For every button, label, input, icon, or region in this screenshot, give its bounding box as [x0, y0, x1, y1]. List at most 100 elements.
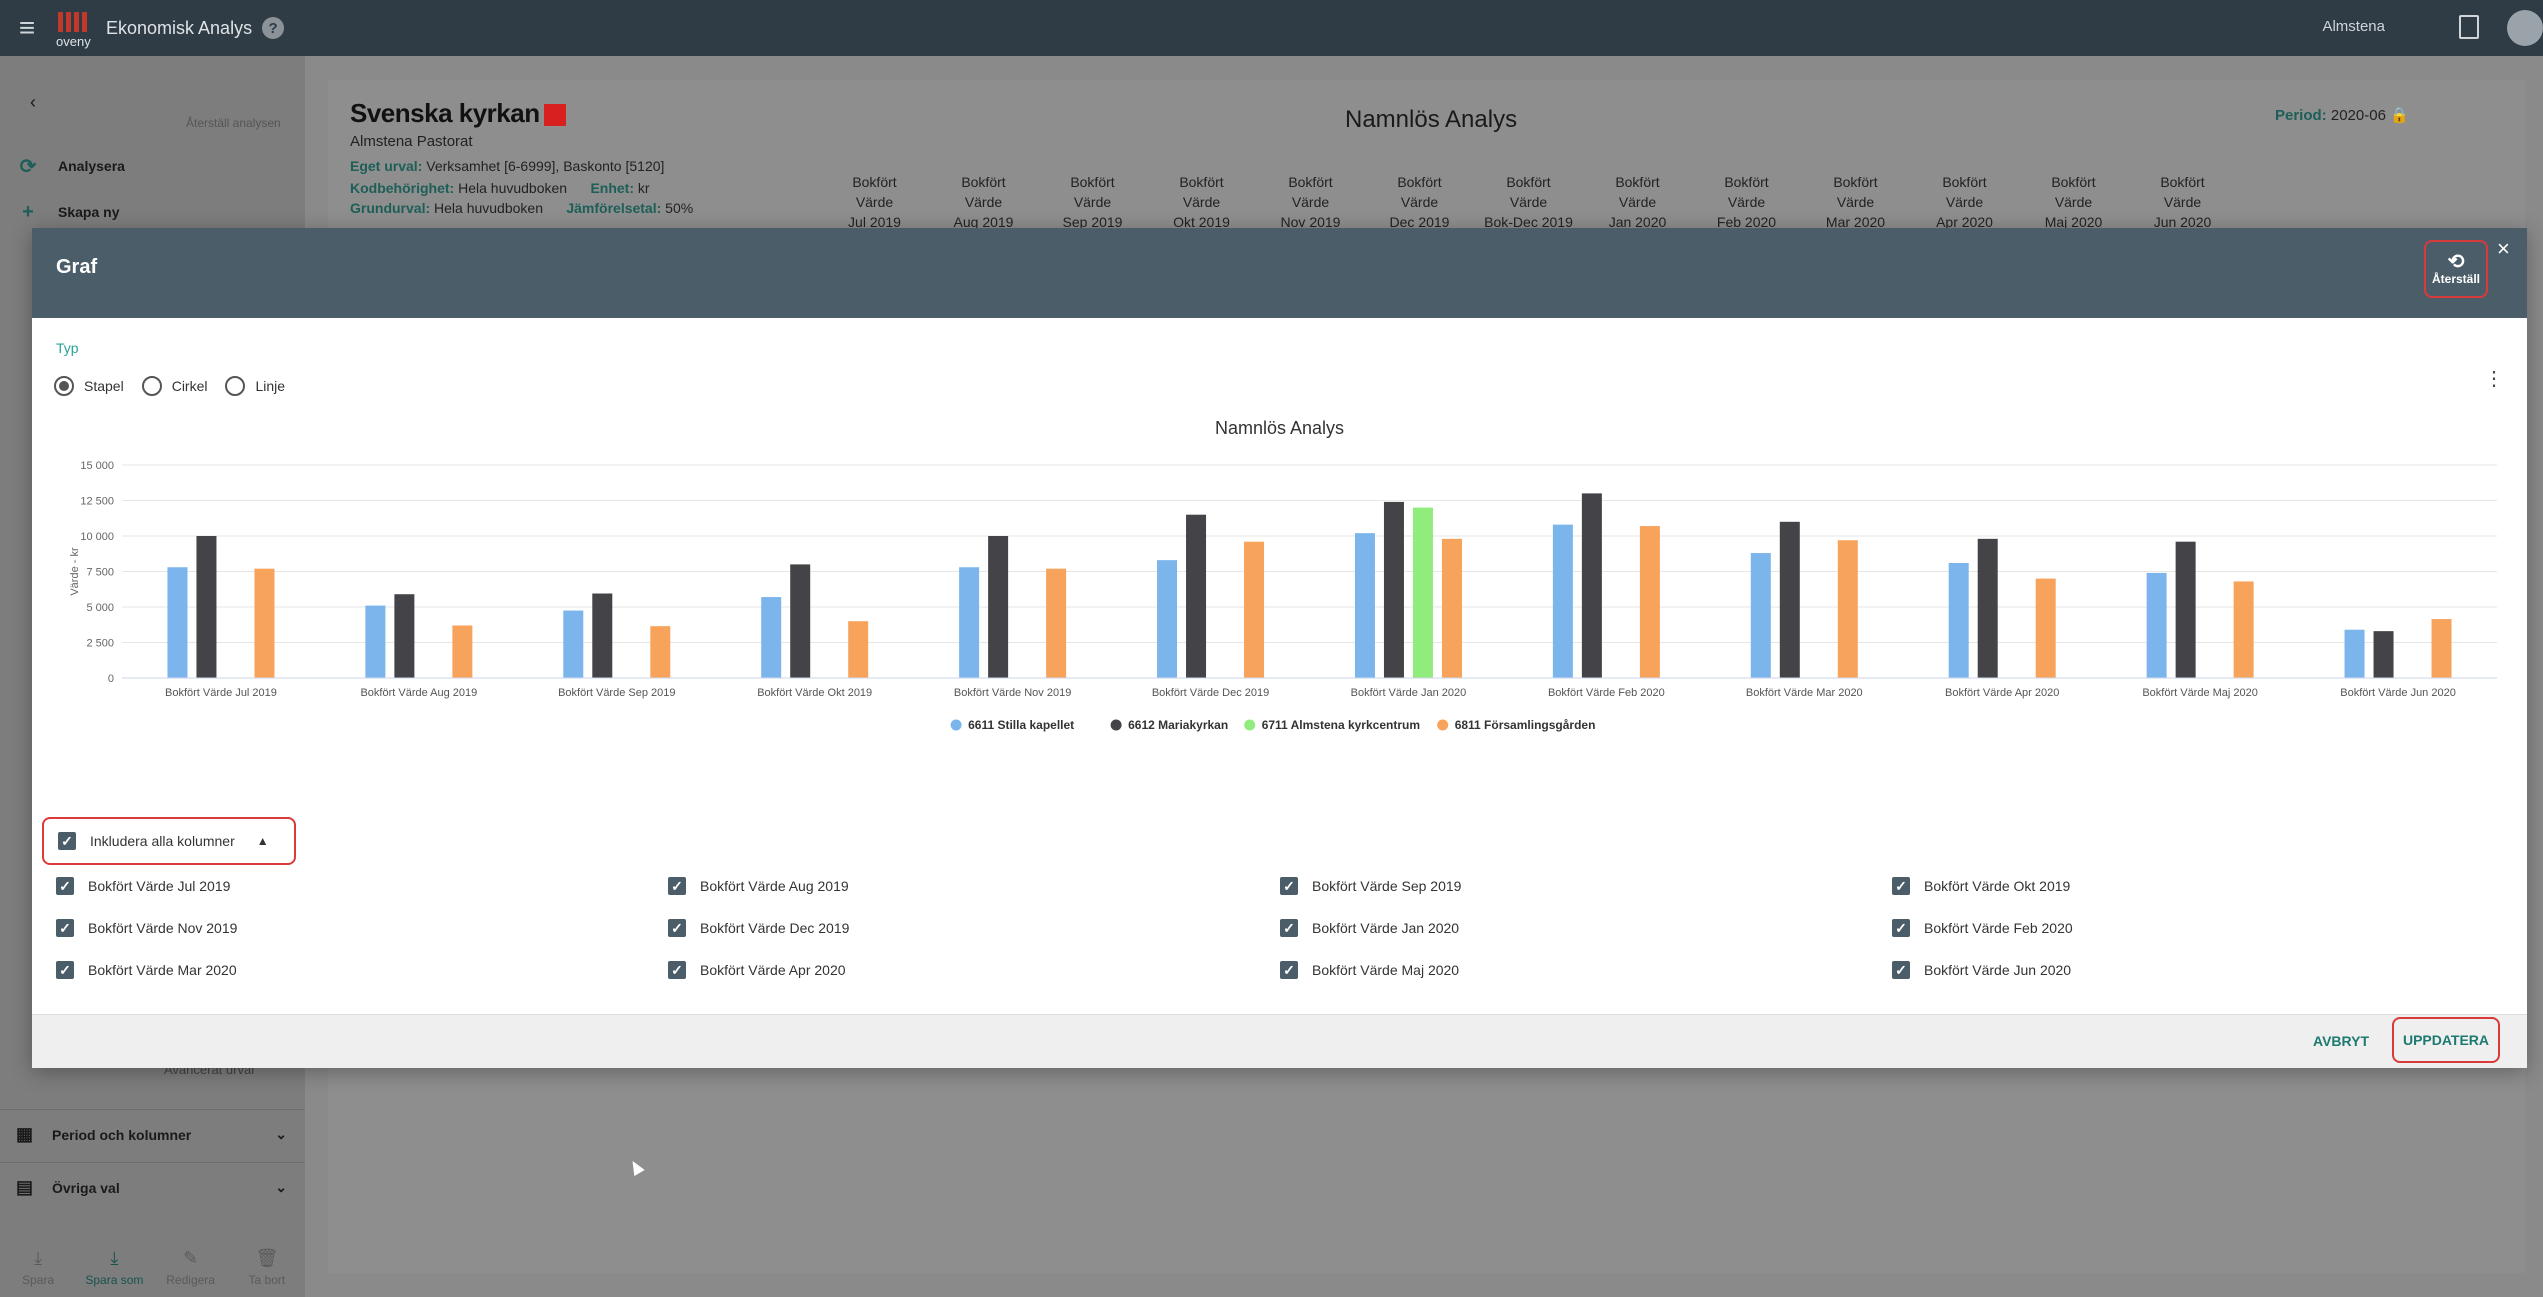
sidebar-item-analysera[interactable]: ⟳ Analysera: [0, 144, 305, 188]
bar: [1412, 507, 1433, 678]
bar-chart: 0 2 500 5 000 7 500 10 000 12 500 15 000 Värde …: [69, 460, 2497, 732]
report-column-header: Bokfört Värde Apr 2020: [1936, 174, 1993, 230]
x-tick-label: Bokfört Värde Jul 2019: [165, 687, 277, 699]
checkbox-checked[interactable]: ✓: [1892, 877, 1910, 895]
column-checkbox-item[interactable]: ✓ Bokfört Värde Feb 2020: [1892, 919, 2504, 937]
report-column-header: Bokfört Värde Jul 2019: [848, 174, 901, 230]
edit-button[interactable]: ✎ Redigera: [166, 1248, 215, 1287]
bar: [959, 567, 980, 678]
grundurval-line: Grundurval: Hela huvudboken Jämförelseta…: [350, 200, 694, 216]
checkbox-checked[interactable]: ✓: [1280, 877, 1298, 895]
checkbox-checked[interactable]: ✓: [1280, 961, 1298, 979]
kodbehorighet-line: Kodbehörighet: Hela huvudboken Enhet: kr: [350, 180, 650, 196]
table-icon: ▦: [16, 1124, 34, 1144]
column-checkbox-item[interactable]: ✓ Bokfört Värde Maj 2020: [1280, 961, 1892, 979]
bar: [790, 564, 811, 678]
checkbox-checked[interactable]: ✓: [56, 877, 74, 895]
delete-button[interactable]: 🗑 Ta bort: [248, 1248, 286, 1287]
column-checkbox-item[interactable]: ✓ Bokfört Värde Jan 2020: [1280, 919, 1892, 937]
hamburger-menu-icon[interactable]: ≡: [18, 12, 36, 43]
report-column-header: Bokfört Värde Dec 2019: [1389, 174, 1450, 230]
column-checkbox-item[interactable]: ✓ Bokfört Värde Jun 2020: [1892, 961, 2504, 979]
close-icon[interactable]: ×: [2497, 236, 2510, 261]
selection-line: Eget urval: Verksamhet [6-6999], Baskont…: [350, 158, 665, 174]
clipboard-icon[interactable]: [2459, 15, 2479, 39]
type-label: Typ: [56, 340, 79, 356]
avatar[interactable]: [2507, 10, 2543, 46]
bar: [1750, 553, 1771, 678]
x-tick-label: Bokfört Värde Feb 2020: [1548, 687, 1665, 699]
column-checkbox-item[interactable]: ✓ Bokfört Värde Mar 2020: [56, 961, 668, 979]
save-as-button[interactable]: ⤓ Spara som: [85, 1248, 144, 1287]
column-checkbox-item[interactable]: ✓ Bokfört Värde Dec 2019: [668, 919, 1280, 937]
radio-cirkel[interactable]: Cirkel: [141, 376, 207, 396]
refresh-icon: ⟳: [19, 155, 37, 178]
column-checkbox-label: Bokfört Värde Jun 2020: [1924, 962, 2072, 978]
bar: [365, 605, 386, 678]
column-checkbox-label: Bokfört Värde Dec 2019: [700, 920, 850, 936]
sidebar-section-period[interactable]: ▦ Period och kolumner ⌄: [0, 1109, 305, 1159]
column-checkbox-item[interactable]: ✓ Bokfört Värde Okt 2019: [1892, 877, 2504, 895]
sidebar-section-ovriga[interactable]: ▤ Övriga val ⌄: [0, 1162, 305, 1212]
x-tick-label: Bokfört Värde Maj 2020: [2142, 687, 2258, 699]
column-checkbox-item[interactable]: ✓ Bokfört Värde Sep 2019: [1280, 877, 1892, 895]
checkbox-checked[interactable]: ✓: [1892, 961, 1910, 979]
report-column-header: Bokfört Värde Jun 2020: [2153, 174, 2212, 230]
legend-label: 6811 Församlingsgården: [1455, 718, 1596, 732]
column-checkbox-item[interactable]: ✓ Bokfört Värde Apr 2020: [668, 961, 1280, 979]
report-column-header: Bokfört Värde Mar 2020: [1825, 174, 1886, 230]
sidebar-actions: ⤓ Spara ⤓ Spara som ✎ Redigera 🗑 Ta bort: [0, 1238, 305, 1297]
dialog-header: Graf ⟲ Återställ ×: [32, 228, 2527, 318]
x-tick-label: Bokfört Värde Aug 2019: [360, 687, 477, 699]
y-tick-label: 0: [108, 673, 114, 685]
include-all-columns-toggle[interactable]: ✓ Inkludera alla kolumner ▲: [42, 817, 296, 865]
column-checkbox-item[interactable]: ✓ Bokfört Värde Aug 2019: [668, 877, 1280, 895]
reset-button[interactable]: ⟲ Återställ: [2424, 240, 2488, 298]
checkbox-checked[interactable]: ✓: [1280, 919, 1298, 937]
help-icon[interactable]: ?: [262, 17, 285, 39]
column-checkbox-label: Bokfört Värde Feb 2020: [1924, 920, 2073, 936]
reset-analysis-button[interactable]: Återställ analysen: [186, 116, 281, 130]
checkbox-checked[interactable]: ✓: [56, 919, 74, 937]
x-tick-label: Bokfört Värde Apr 2020: [1945, 687, 2059, 699]
y-tick-label: 12 500: [80, 496, 114, 508]
x-tick-label: Bokfört Värde Mar 2020: [1746, 687, 1863, 699]
bar: [1186, 514, 1207, 678]
sidebar-item-skapa-ny[interactable]: + Skapa ny: [0, 190, 305, 234]
report-column-header: Bokfört Värde Bok-Dec 2019: [1484, 174, 1573, 230]
checkbox-checked[interactable]: ✓: [668, 877, 686, 895]
y-axis-label: Värde - kr: [69, 547, 81, 596]
checkbox-checked[interactable]: ✓: [668, 961, 686, 979]
user-name[interactable]: Almstena: [2322, 18, 2385, 35]
graph-dialog: Graf ⟲ Återställ × Typ Stapel Cirkel Lin…: [32, 228, 2527, 1068]
bar: [2344, 629, 2365, 678]
report-column-header: Bokfört Värde Maj 2020: [2044, 174, 2103, 230]
more-options-icon[interactable]: ⋮: [2484, 368, 2504, 390]
legend-label: 6612 Mariakyrkan: [1128, 718, 1228, 732]
radio-linje[interactable]: Linje: [225, 376, 285, 396]
cancel-button[interactable]: AVBRYT: [2313, 1033, 2369, 1049]
chart-title: Namnlös Analys: [1214, 418, 1345, 438]
radio-stapel[interactable]: Stapel: [54, 376, 124, 396]
column-checkbox-item[interactable]: ✓ Bokfört Värde Nov 2019: [56, 919, 668, 937]
collapse-sidebar-icon[interactable]: ‹: [30, 92, 36, 112]
save-button[interactable]: ⤓ Spara: [22, 1248, 55, 1287]
checkbox-checked[interactable]: ✓: [1892, 919, 1910, 937]
bar: [563, 610, 584, 678]
report-title: Namnlös Analys: [1345, 106, 1518, 133]
column-checkbox-label: Bokfört Värde Apr 2020: [700, 962, 846, 978]
y-tick-label: 5 000: [86, 602, 114, 614]
checkbox-checked[interactable]: ✓: [668, 919, 686, 937]
bar: [1948, 562, 1969, 678]
legend-marker: [1110, 719, 1122, 731]
x-tick-label: Bokfört Värde Dec 2019: [1152, 687, 1269, 699]
update-button[interactable]: UPPDATERA: [2392, 1017, 2500, 1063]
report-column-header: Bokfört Värde Sep 2019: [1062, 174, 1123, 230]
bar: [1157, 560, 1178, 678]
column-checkbox-item[interactable]: ✓ Bokfört Värde Jul 2019: [56, 877, 668, 895]
bar: [1441, 538, 1462, 678]
bar: [988, 536, 1009, 678]
checkbox-checked[interactable]: ✓: [58, 832, 76, 850]
report-column-headers: Bokfört Värde Jul 2019 Bokfört Värde Aug 2019…: [820, 172, 2237, 232]
checkbox-checked[interactable]: ✓: [56, 961, 74, 979]
